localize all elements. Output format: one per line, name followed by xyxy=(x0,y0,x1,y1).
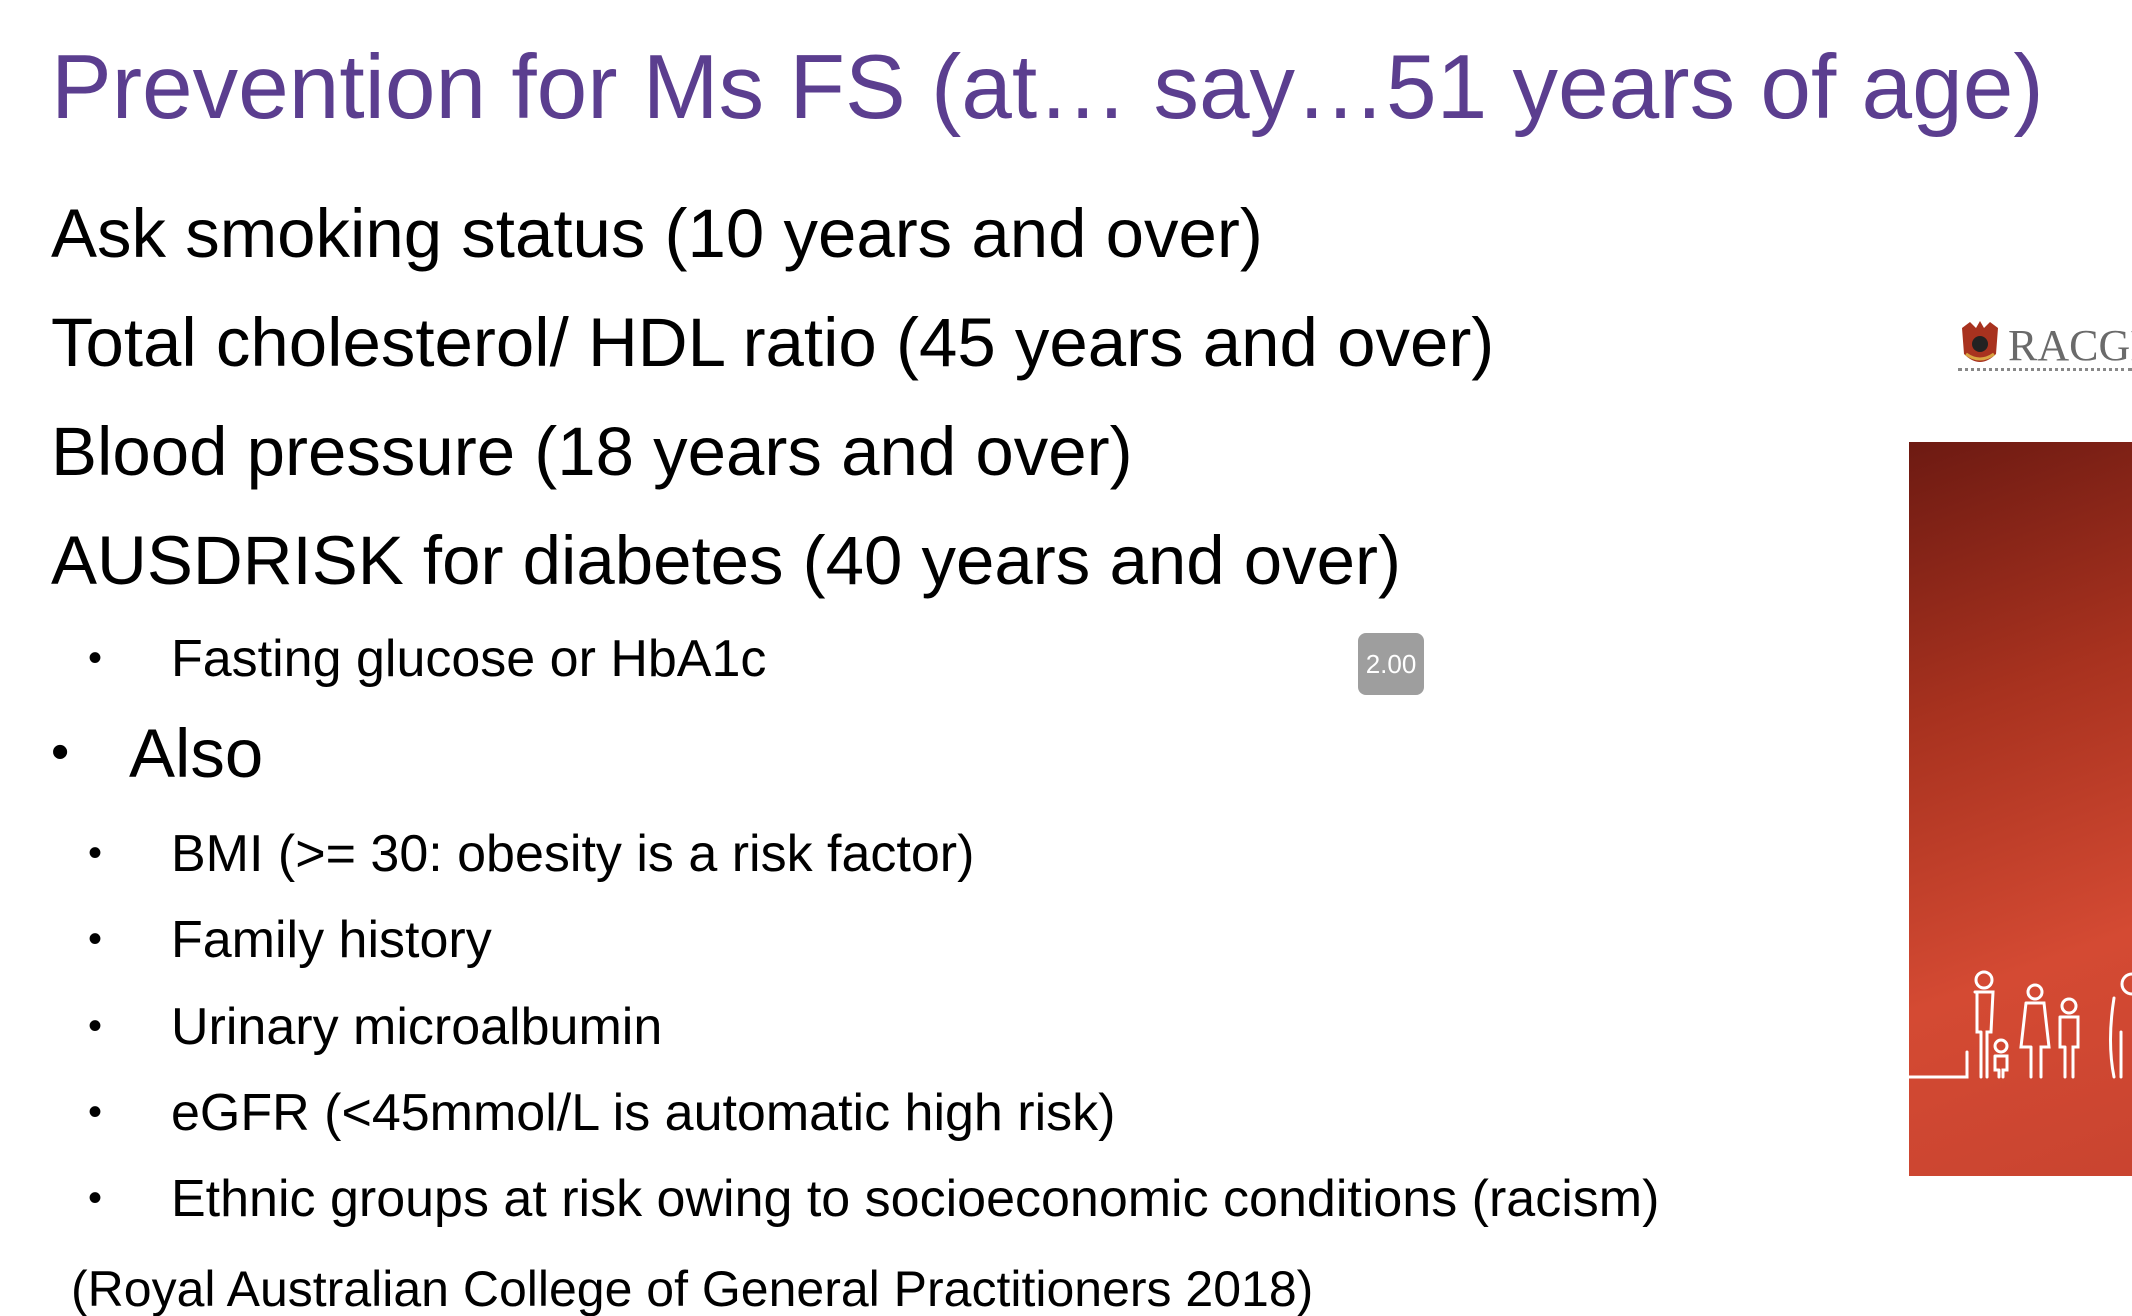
ausdrisk-sub-item: • Fasting glucose or HbA1c xyxy=(88,630,766,690)
bullet-icon: • xyxy=(88,636,103,681)
crest-icon xyxy=(1962,321,1998,362)
logo-tagline xyxy=(1958,368,2132,375)
bullet-icon: • xyxy=(88,1090,103,1135)
bullet-icon: • xyxy=(88,917,103,962)
bullet-icon: • xyxy=(51,722,70,781)
also-label: Also xyxy=(129,715,264,792)
logo-wordmark: RACGP xyxy=(2008,321,2132,370)
guideline-ausdrisk: AUSDRISK for diabetes (40 years and over… xyxy=(51,522,1401,599)
list-item: • Ethnic groups at risk owing to socioeco… xyxy=(88,1170,1659,1230)
list-item-label: eGFR (<45mmol/L is automatic high risk) xyxy=(171,1084,1116,1142)
list-item-label: Urinary microalbumin xyxy=(171,998,663,1056)
list-item-label: BMI (>= 30: obesity is a risk factor) xyxy=(171,825,975,883)
citation: (Royal Australian College of General Pra… xyxy=(71,1261,1314,1316)
bullet-icon: • xyxy=(88,831,103,876)
list-item: • Urinary microalbumin xyxy=(88,998,662,1058)
sub-item-label: Fasting glucose or HbA1c xyxy=(171,630,767,688)
guideline-cholesterol: Total cholesterol/ HDL ratio (45 years a… xyxy=(51,304,1495,381)
value-badge: 2.00 xyxy=(1358,633,1424,695)
list-item: • eGFR (<45mmol/L is automatic high risk) xyxy=(88,1084,1115,1144)
bullet-icon: • xyxy=(88,1176,103,1221)
guideline-cover-image xyxy=(1909,442,2132,1176)
list-item-label: Ethnic groups at risk owing to socioecon… xyxy=(171,1170,1660,1228)
list-item: • Family history xyxy=(88,911,492,971)
guideline-smoking: Ask smoking status (10 years and over) xyxy=(51,195,1263,272)
bullet-icon: • xyxy=(88,1004,103,1049)
guideline-blood-pressure: Blood pressure (18 years and over) xyxy=(51,413,1133,490)
list-item: • BMI (>= 30: obesity is a risk factor) xyxy=(88,825,974,885)
family-figures-icon xyxy=(1909,970,2132,1079)
also-heading: • Also xyxy=(51,714,263,793)
racgp-logo: RACGP xyxy=(1950,314,2132,384)
list-item-label: Family history xyxy=(171,911,492,969)
slide-title: Prevention for Ms FS (at… say…51 years o… xyxy=(51,37,2044,138)
